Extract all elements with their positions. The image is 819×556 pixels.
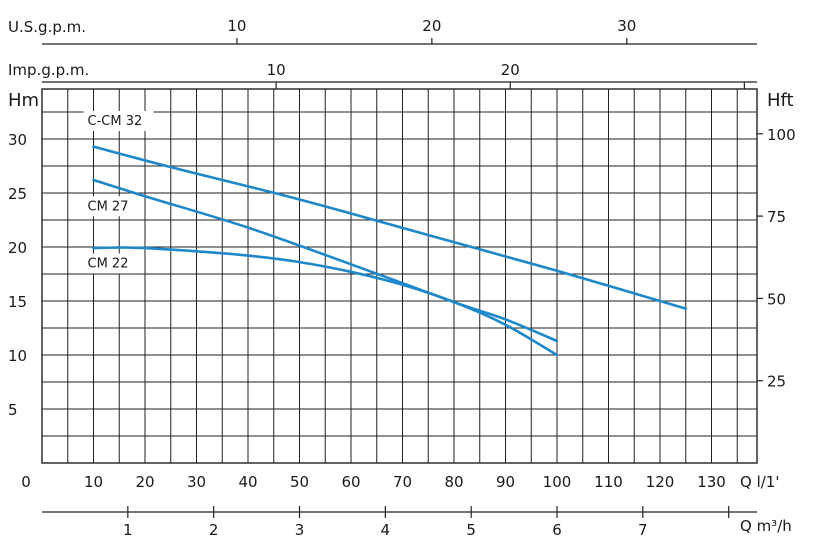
y-left-tick-label: 20 — [8, 239, 27, 257]
bottom-m3h-axis: 1 2 3 4 5 6 7 — [42, 506, 757, 539]
y-left-tick-label: 30 — [8, 131, 27, 149]
y-right-tick-label: 50 — [767, 290, 786, 308]
x-main-tick-label: 120 — [646, 473, 675, 491]
x-main-tick-label: 60 — [341, 473, 360, 491]
x-main-tick-label: 30 — [187, 473, 206, 491]
y-right-tick-label: 100 — [767, 126, 796, 144]
x-main-tick-label: 100 — [543, 473, 572, 491]
y-left-tick-label: 15 — [8, 293, 27, 311]
tick-labels-layer: 5 10 15 20 25 30 25 50 75 100 0 10 20 30 40 50 60 70 80 90 1… — [8, 126, 796, 491]
x-main-axis-title: Q l/1' — [740, 473, 779, 491]
m3h-tick-label: 7 — [638, 521, 648, 539]
x-main-tick-label: 50 — [290, 473, 309, 491]
y-left-tick-label: 5 — [8, 401, 18, 419]
m3h-tick-label: 3 — [295, 521, 305, 539]
impgpm-axis-title: Imp.g.p.m. — [8, 61, 89, 79]
curves-layer — [92, 145, 688, 357]
m3h-tick-label: 1 — [123, 521, 133, 539]
usgpm-axis-title: U.S.g.p.m. — [8, 18, 86, 36]
series-curve-cm-27 — [92, 178, 559, 343]
usgpm-tick-label: 30 — [617, 17, 636, 35]
x-main-tick-label: 20 — [135, 473, 154, 491]
usgpm-tick-label: 20 — [422, 17, 441, 35]
x-main-tick-label: 70 — [393, 473, 412, 491]
m3h-tick-label: 5 — [466, 521, 476, 539]
series-curve-cm-22 — [92, 246, 559, 357]
series-labels-layer: C-CM 32 CM 27 CM 22 — [83, 110, 154, 274]
y-left-tick-label: 10 — [8, 347, 27, 365]
y-left-tick-label: 25 — [8, 185, 27, 203]
series-label-bg — [83, 110, 154, 131]
impgpm-tick-label: 20 — [501, 61, 520, 79]
top-gpm-axes: 10 20 30 10 20 — [42, 17, 757, 89]
plot-grid — [41, 88, 758, 464]
x-main-tick-label: 80 — [444, 473, 463, 491]
m3h-tick-label: 6 — [552, 521, 562, 539]
x-main-tick-label: 90 — [496, 473, 515, 491]
series-curve-c-cm-32 — [92, 145, 688, 310]
series-label: CM 22 — [88, 257, 129, 272]
x-main-tick-label: 0 — [21, 473, 31, 491]
y-right-tick-label: 75 — [767, 208, 786, 226]
x-main-tick-label: 130 — [697, 473, 726, 491]
plot-frame — [41, 88, 758, 464]
series-label: C-CM 32 — [88, 114, 143, 129]
y-left-axis-title: Hm — [8, 90, 39, 111]
x-main-tick-label: 10 — [84, 473, 103, 491]
series-label: CM 27 — [88, 199, 129, 214]
m3h-tick-label: 4 — [381, 521, 391, 539]
y-right-axis-title: Hft — [767, 90, 794, 111]
x-bottom-axis-title: Q m³/h — [740, 517, 792, 535]
impgpm-tick-label: 10 — [267, 61, 286, 79]
series-label-bg — [83, 196, 138, 217]
series-label-bg — [83, 253, 138, 274]
usgpm-tick-label: 10 — [227, 17, 246, 35]
m3h-tick-label: 2 — [209, 521, 219, 539]
y-right-tick-label: 25 — [767, 373, 786, 391]
x-main-tick-label: 40 — [238, 473, 257, 491]
x-main-tick-label: 110 — [594, 473, 623, 491]
